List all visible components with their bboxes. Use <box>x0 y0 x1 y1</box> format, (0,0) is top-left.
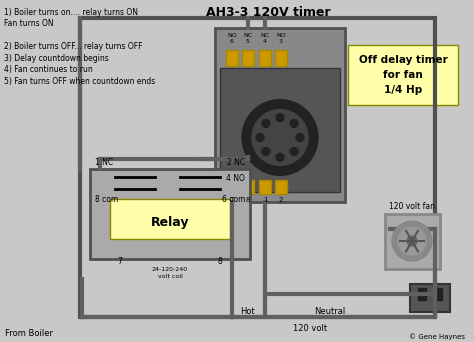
Text: 6 com: 6 com <box>222 195 245 204</box>
Text: 1: 1 <box>263 197 267 203</box>
Text: 120 volt: 120 volt <box>293 324 327 333</box>
Bar <box>434 288 442 300</box>
Text: 7: 7 <box>118 257 122 266</box>
Text: 8: 8 <box>218 257 222 266</box>
Circle shape <box>290 119 298 127</box>
Bar <box>80 18 435 317</box>
Circle shape <box>262 148 270 156</box>
Text: 2) Boiler turns OFF... relay turns OFF: 2) Boiler turns OFF... relay turns OFF <box>4 42 143 51</box>
Text: Hot: Hot <box>241 307 255 316</box>
Circle shape <box>407 236 417 246</box>
Bar <box>242 180 254 194</box>
Circle shape <box>290 148 298 156</box>
Circle shape <box>296 133 304 142</box>
Text: 4) Fan continues to run: 4) Fan continues to run <box>4 65 93 74</box>
Text: Fan turns ON: Fan turns ON <box>4 19 54 28</box>
Bar <box>226 50 238 66</box>
Bar <box>275 180 287 194</box>
Text: NC
4: NC 4 <box>260 32 270 44</box>
Bar <box>220 68 340 192</box>
Bar <box>410 284 450 312</box>
Text: 2: 2 <box>279 197 283 203</box>
Bar <box>259 180 271 194</box>
Text: Relay: Relay <box>151 216 189 229</box>
FancyBboxPatch shape <box>348 45 458 105</box>
Text: 1 NC: 1 NC <box>95 158 113 167</box>
Text: © Gene Haynes: © Gene Haynes <box>409 334 465 340</box>
Text: 8: 8 <box>246 197 250 203</box>
Text: 1) Boiler turns on.... relay turns ON: 1) Boiler turns on.... relay turns ON <box>4 8 138 17</box>
Bar <box>418 288 426 300</box>
Text: 2 NC: 2 NC <box>227 158 245 167</box>
Bar <box>275 50 287 66</box>
Circle shape <box>256 133 264 142</box>
Circle shape <box>392 221 432 261</box>
Circle shape <box>252 109 308 166</box>
Text: AH3-3 120V timer: AH3-3 120V timer <box>206 6 330 19</box>
Text: NC
5: NC 5 <box>244 32 253 44</box>
Bar <box>215 28 345 202</box>
Text: 120 volt fan: 120 volt fan <box>389 202 435 211</box>
Text: 7: 7 <box>230 197 234 203</box>
Circle shape <box>276 114 284 121</box>
Text: 24-120-240
volt coil: 24-120-240 volt coil <box>152 267 188 279</box>
Text: 4 NO: 4 NO <box>226 174 245 183</box>
Text: 5) Fan turns OFF when countdown ends: 5) Fan turns OFF when countdown ends <box>4 77 155 86</box>
Text: 8 com: 8 com <box>95 195 118 204</box>
Text: Off delay timer
for fan
1/4 Hp: Off delay timer for fan 1/4 Hp <box>359 55 447 94</box>
Bar <box>259 50 271 66</box>
Text: NO
6: NO 6 <box>227 32 237 44</box>
Bar <box>226 180 238 194</box>
Text: From Boiler: From Boiler <box>5 329 53 338</box>
Text: 3) Delay countdown begins: 3) Delay countdown begins <box>4 54 109 63</box>
Text: NO
3: NO 3 <box>276 32 286 44</box>
Bar <box>242 50 254 66</box>
Bar <box>110 199 230 239</box>
Circle shape <box>262 119 270 127</box>
Circle shape <box>276 154 284 161</box>
Circle shape <box>398 227 426 255</box>
Circle shape <box>242 100 318 175</box>
Bar <box>385 214 440 269</box>
Text: Neutral: Neutral <box>314 307 346 316</box>
Bar <box>90 169 250 259</box>
